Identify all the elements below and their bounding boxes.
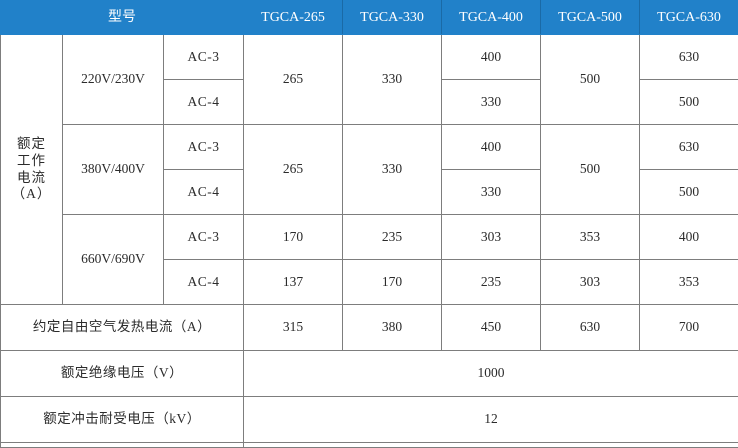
- cell-220v-tgca-330: 330: [343, 35, 442, 125]
- cell-380v-tgca-330: 330: [343, 125, 442, 215]
- header-model-tgca-400: TGCA-400: [442, 1, 541, 35]
- clipped-label-cell: [1, 443, 244, 448]
- rated-current-label: 额定 工作 电流 （A）: [1, 35, 63, 305]
- cell-660v-ac4-tgca-265: 137: [244, 260, 343, 305]
- voltage-label-660v: 660V/690V: [63, 215, 164, 305]
- cell-220v-ac3-tgca-400: 400: [442, 35, 541, 80]
- cell-660v-ac4-tgca-630: 353: [640, 260, 738, 305]
- rated-current-label-line-3: 电流: [1, 170, 62, 187]
- cell-220v-ac4-tgca-400: 330: [442, 80, 541, 125]
- cell-660v-ac3-tgca-630: 400: [640, 215, 738, 260]
- cell-660v-ac3-tgca-330: 235: [343, 215, 442, 260]
- cell-thermal-tgca-265: 315: [244, 305, 343, 351]
- cell-thermal-tgca-400: 450: [442, 305, 541, 351]
- cell-660v-ac4-tgca-400: 235: [442, 260, 541, 305]
- header-model-tgca-500: TGCA-500: [541, 1, 640, 35]
- category-label-220v-ac4: AC-4: [164, 80, 244, 125]
- table-row-380v-ac3: 380V/400V AC-3 265 330 400 500 630: [1, 125, 738, 170]
- cell-380v-ac3-tgca-400: 400: [442, 125, 541, 170]
- table-row-impulse-voltage: 额定冲击耐受电压（kV） 12: [1, 397, 738, 443]
- table-header-row: 型号 TGCA-265 TGCA-330 TGCA-400 TGCA-500 T…: [1, 1, 738, 35]
- cell-660v-ac3-tgca-400: 303: [442, 215, 541, 260]
- category-label-220v-ac3: AC-3: [164, 35, 244, 80]
- table-row-220v-ac3: 额定 工作 电流 （A） 220V/230V AC-3 265 330 400 …: [1, 35, 738, 80]
- cell-impulse-voltage-value: 12: [244, 397, 738, 443]
- cell-380v-tgca-500: 500: [541, 125, 640, 215]
- voltage-label-220v: 220V/230V: [63, 35, 164, 125]
- category-label-380v-ac3: AC-3: [164, 125, 244, 170]
- cell-380v-ac4-tgca-630: 500: [640, 170, 738, 215]
- cell-660v-ac4-tgca-330: 170: [343, 260, 442, 305]
- cell-thermal-tgca-500: 630: [541, 305, 640, 351]
- category-label-660v-ac3: AC-3: [164, 215, 244, 260]
- cell-660v-ac3-tgca-500: 353: [541, 215, 640, 260]
- category-label-660v-ac4: AC-4: [164, 260, 244, 305]
- header-model-tgca-330: TGCA-330: [343, 1, 442, 35]
- rated-current-label-line-1: 额定: [1, 136, 62, 153]
- label-insulation-voltage: 额定绝缘电压（V）: [1, 351, 244, 397]
- cell-380v-ac4-tgca-400: 330: [442, 170, 541, 215]
- header-model-tgca-265: TGCA-265: [244, 1, 343, 35]
- voltage-label-380v: 380V/400V: [63, 125, 164, 215]
- table-row-clipped: [1, 443, 738, 448]
- header-model-tgca-630: TGCA-630: [640, 1, 738, 35]
- cell-220v-ac3-tgca-630: 630: [640, 35, 738, 80]
- cell-thermal-tgca-630: 700: [640, 305, 738, 351]
- cell-660v-ac3-tgca-265: 170: [244, 215, 343, 260]
- table-row-660v-ac3: 660V/690V AC-3 170 235 303 353 400: [1, 215, 738, 260]
- category-label-380v-ac4: AC-4: [164, 170, 244, 215]
- cell-380v-ac3-tgca-630: 630: [640, 125, 738, 170]
- label-thermal-current: 约定自由空气发热电流（A）: [1, 305, 244, 351]
- cell-thermal-tgca-330: 380: [343, 305, 442, 351]
- table-row-thermal-current: 约定自由空气发热电流（A） 315 380 450 630 700: [1, 305, 738, 351]
- table-row-insulation-voltage: 额定绝缘电压（V） 1000: [1, 351, 738, 397]
- rated-current-label-line-4: （A）: [1, 186, 62, 203]
- rated-current-label-line-2: 工作: [1, 153, 62, 170]
- label-impulse-voltage: 额定冲击耐受电压（kV）: [1, 397, 244, 443]
- cell-380v-tgca-265: 265: [244, 125, 343, 215]
- header-model-label: 型号: [1, 1, 244, 35]
- clipped-value-cell: [244, 443, 738, 448]
- cell-220v-tgca-265: 265: [244, 35, 343, 125]
- cell-insulation-voltage-value: 1000: [244, 351, 738, 397]
- cell-660v-ac4-tgca-500: 303: [541, 260, 640, 305]
- cell-220v-ac4-tgca-630: 500: [640, 80, 738, 125]
- cell-220v-tgca-500: 500: [541, 35, 640, 125]
